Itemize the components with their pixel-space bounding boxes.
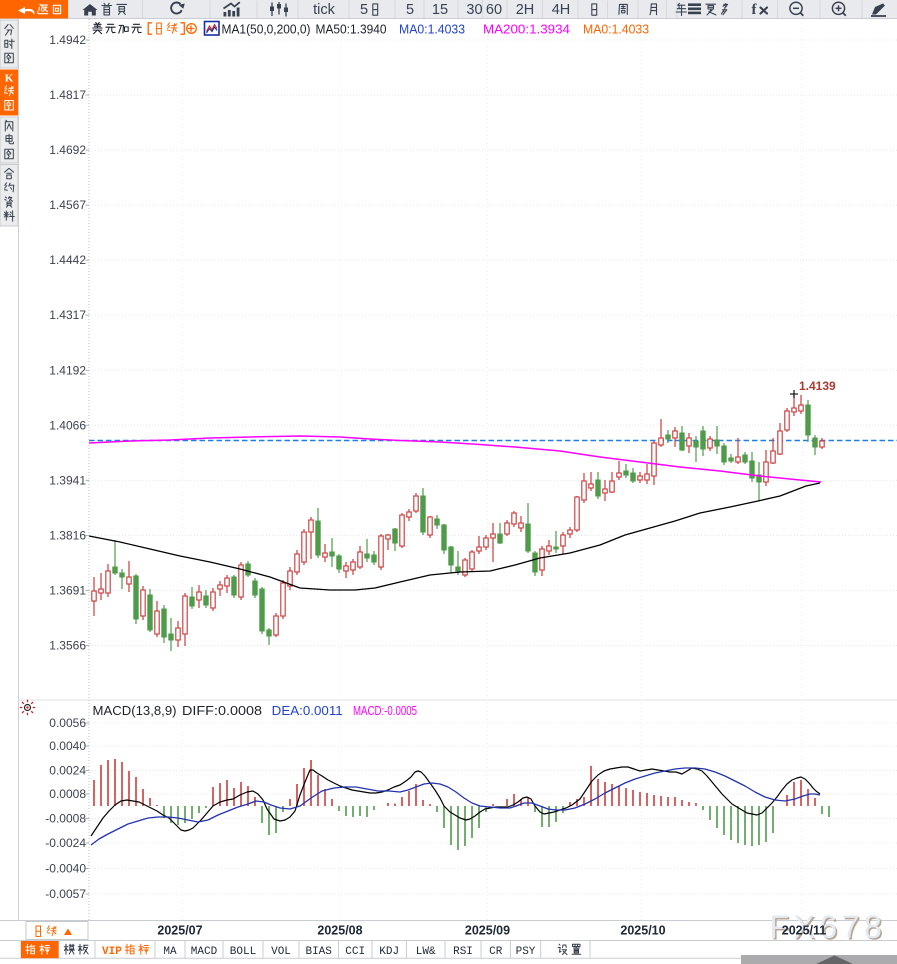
svg-text:-0.0057: -0.0057 [45,887,86,901]
svg-text:-0.0024: -0.0024 [45,836,86,850]
svg-text:K: K [5,73,14,85]
svg-text:MA: MA [163,946,177,958]
svg-text:1.4317: 1.4317 [49,308,86,322]
svg-text:1.4942: 1.4942 [49,33,86,47]
svg-text:2025/08: 2025/08 [317,924,362,938]
svg-text:MA0:1.4033: MA0:1.4033 [583,21,649,36]
svg-text:1.4692: 1.4692 [49,143,86,157]
svg-text:0.0024: 0.0024 [49,764,86,778]
svg-text:1.3941: 1.3941 [49,473,86,487]
svg-text:1.4817: 1.4817 [49,88,86,102]
svg-text:RSI: RSI [453,946,473,958]
svg-text:-0.0040: -0.0040 [45,862,86,876]
svg-text:2025/10: 2025/10 [620,924,665,938]
svg-text:BIAS: BIAS [305,946,332,958]
svg-text:FX678: FX678 [770,909,887,945]
svg-text:MACD(13,8,9): MACD(13,8,9) [93,703,177,718]
svg-text:CR: CR [489,946,503,958]
svg-text:BOLL: BOLL [230,946,256,958]
svg-text:DIFF:0.0008: DIFF:0.0008 [182,703,262,718]
svg-text:5: 5 [406,2,414,18]
svg-text:MA200:1.3934: MA200:1.3934 [483,21,570,36]
svg-text:2025/09: 2025/09 [465,924,510,938]
svg-text:30: 30 [466,2,482,18]
svg-text:CCI: CCI [345,946,365,958]
svg-text:1.4567: 1.4567 [49,198,86,212]
svg-text:2H: 2H [516,2,535,18]
svg-text:2025/11: 2025/11 [782,924,827,938]
svg-text:1.4192: 1.4192 [49,363,86,377]
svg-text:-0.0008: -0.0008 [45,812,86,826]
svg-text:1.3691: 1.3691 [49,584,86,598]
svg-text:5: 5 [360,2,368,18]
svg-text:2025/07: 2025/07 [157,924,202,938]
svg-text:1.3816: 1.3816 [49,529,86,543]
svg-text:VIP: VIP [102,946,122,958]
svg-text:1.4139: 1.4139 [799,379,836,393]
svg-text:15: 15 [432,2,448,18]
svg-text:1.4442: 1.4442 [49,253,86,267]
svg-text:VOL: VOL [271,946,291,958]
svg-text:1.4066: 1.4066 [49,418,86,432]
svg-text:PSY: PSY [516,946,536,958]
svg-text:0.0056: 0.0056 [49,716,86,730]
svg-text:4H: 4H [552,2,571,18]
svg-text:60: 60 [486,2,502,18]
svg-text:MACD: MACD [191,946,218,958]
svg-text:DEA:0.0011: DEA:0.0011 [272,703,343,718]
svg-text:MA0:1.4033: MA0:1.4033 [399,21,465,36]
svg-text:f: f [752,2,758,18]
svg-text:MA1(50,0,200,0): MA1(50,0,200,0) [222,21,311,36]
svg-text:0.0008: 0.0008 [49,787,86,801]
svg-text:KDJ: KDJ [379,946,399,958]
svg-text:MA50:1.3940: MA50:1.3940 [316,21,387,36]
svg-text:0.0040: 0.0040 [49,739,86,753]
svg-text:MACD:-0.0005: MACD:-0.0005 [353,703,417,718]
svg-text:LW&: LW& [416,946,436,958]
svg-text:1.3566: 1.3566 [49,639,86,653]
svg-text:tick: tick [313,2,336,18]
